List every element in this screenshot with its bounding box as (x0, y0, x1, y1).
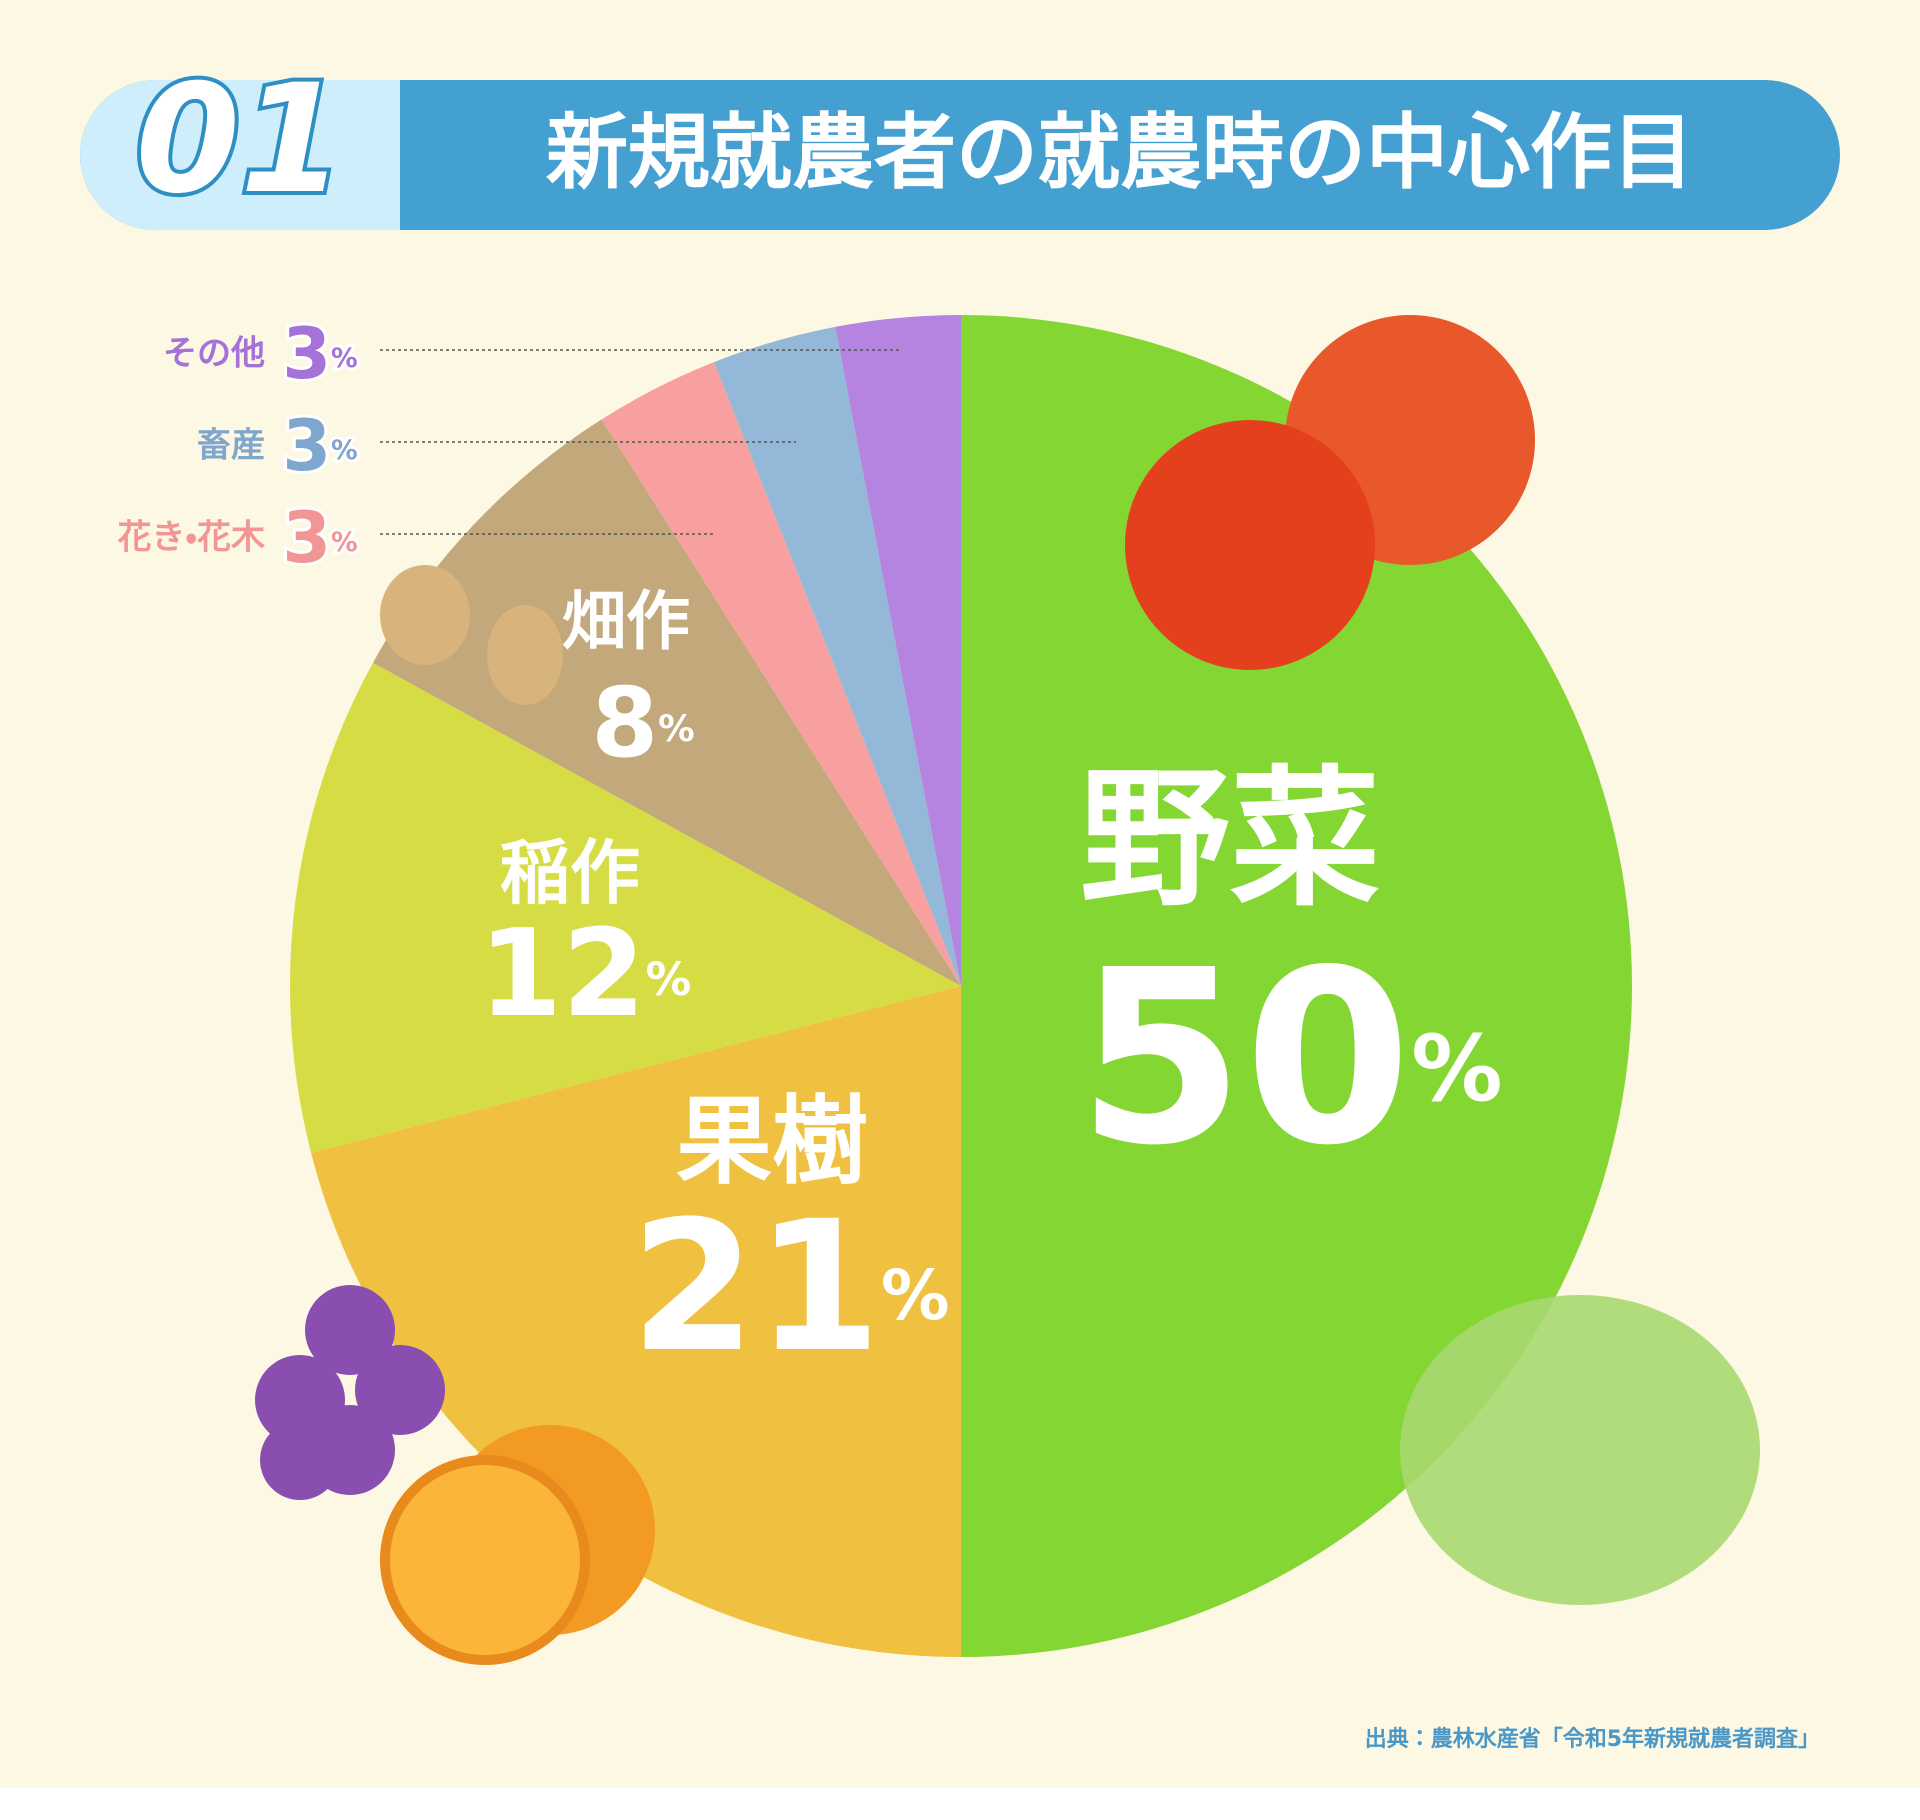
pie-slice (372, 419, 961, 987)
value-label: 50% (1077, 918, 1502, 1198)
title-bar (80, 80, 1840, 230)
value-label: 3% (282, 497, 357, 579)
pie-slice (835, 315, 961, 986)
pie-slice (961, 315, 1632, 1657)
category-label: 野菜 (1080, 753, 1380, 927)
value-label: 21% (630, 1183, 949, 1392)
pie-slice (713, 326, 961, 986)
badge-number: 01 (136, 53, 345, 227)
decorations (255, 315, 1760, 1665)
value-label: 3% (282, 405, 357, 487)
source-note: 出典：農林水産省「令和5年新規就農者調査」 (1365, 1726, 1820, 1752)
category-label: その他 (163, 334, 265, 374)
pie-slice (601, 362, 961, 986)
pie (289, 315, 1632, 1657)
footer-band (0, 1788, 1920, 1820)
category-label: 畜産 (197, 426, 265, 466)
badge-bg (80, 80, 400, 230)
value-label: 8% (591, 667, 694, 779)
pie-slice (311, 986, 961, 1657)
category-label: 稲作 (500, 832, 640, 914)
category-label: 果樹 (676, 1085, 868, 1197)
value-label: 12% (479, 905, 692, 1044)
value-label: 3% (282, 313, 357, 395)
pie-slice (289, 662, 961, 1153)
category-label: 畑作 (562, 586, 690, 660)
category-label: 花き・花木 (116, 518, 265, 558)
chart-title: 新規就農者の就農時の中心作目 (546, 105, 1694, 200)
